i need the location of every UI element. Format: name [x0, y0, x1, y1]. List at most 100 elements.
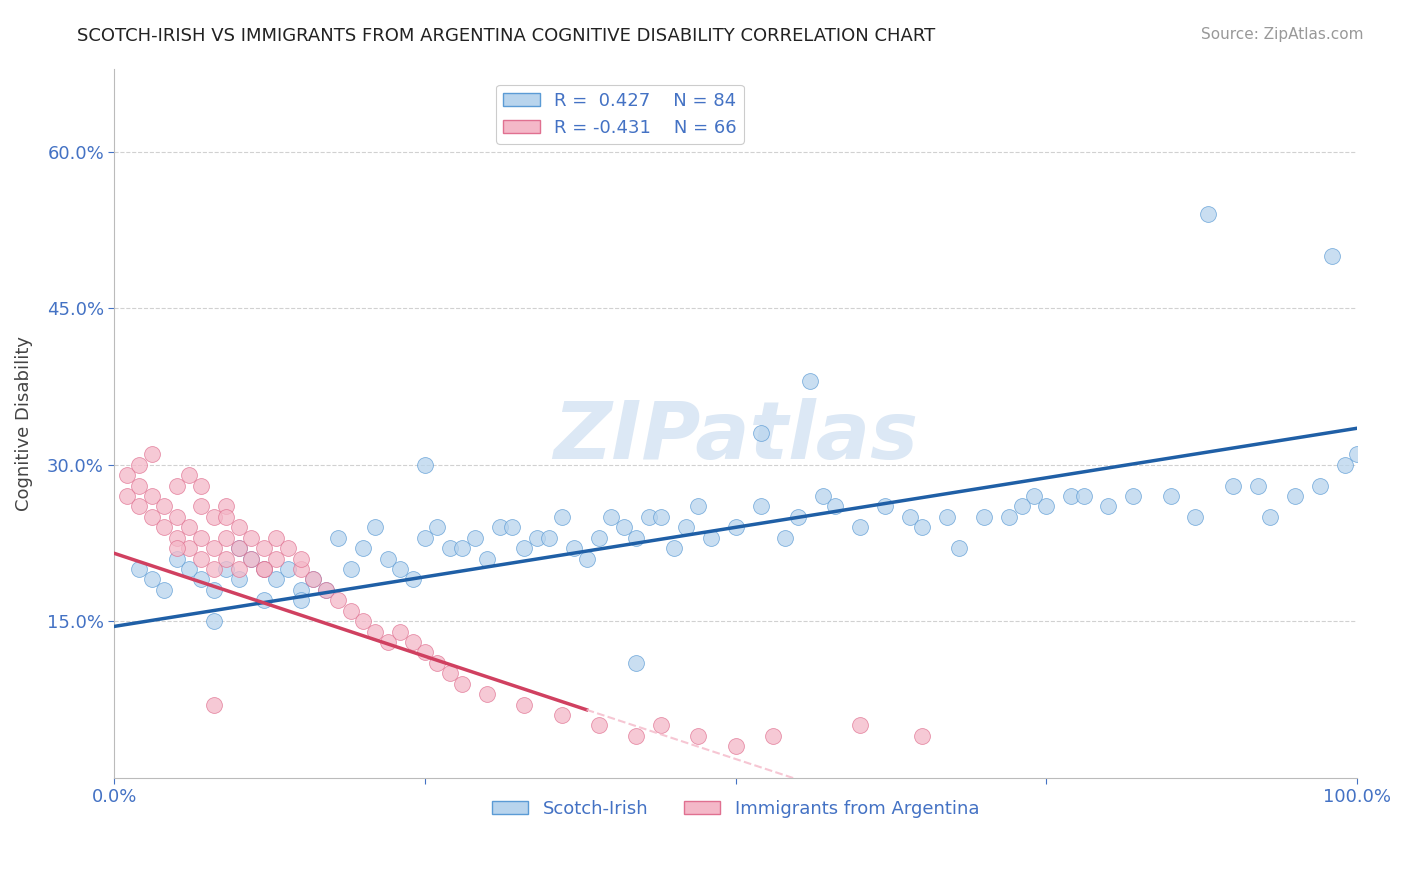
- Point: [190, 573, 212, 587]
- Point: [626, 531, 648, 545]
- Point: [401, 573, 423, 587]
- Point: [413, 531, 436, 545]
- Point: [290, 593, 312, 607]
- Point: [128, 500, 150, 514]
- Point: [228, 562, 250, 576]
- Point: [413, 645, 436, 659]
- Y-axis label: Cognitive Disability: Cognitive Disability: [15, 335, 32, 510]
- Point: [252, 593, 274, 607]
- Point: [650, 509, 672, 524]
- Point: [675, 520, 697, 534]
- Point: [290, 582, 312, 597]
- Point: [264, 573, 287, 587]
- Point: [626, 729, 648, 743]
- Point: [662, 541, 685, 556]
- Point: [1284, 489, 1306, 503]
- Point: [488, 520, 510, 534]
- Point: [724, 520, 747, 534]
- Point: [1073, 489, 1095, 503]
- Point: [911, 520, 934, 534]
- Point: [252, 562, 274, 576]
- Point: [326, 593, 349, 607]
- Point: [277, 541, 299, 556]
- Point: [762, 729, 785, 743]
- Point: [339, 562, 361, 576]
- Point: [1333, 458, 1355, 472]
- Point: [688, 500, 710, 514]
- Point: [166, 531, 188, 545]
- Point: [290, 562, 312, 576]
- Point: [177, 541, 200, 556]
- Point: [600, 509, 623, 524]
- Point: [153, 500, 176, 514]
- Point: [588, 531, 610, 545]
- Point: [1160, 489, 1182, 503]
- Point: [1011, 500, 1033, 514]
- Point: [190, 500, 212, 514]
- Point: [128, 478, 150, 492]
- Point: [948, 541, 970, 556]
- Point: [775, 531, 797, 545]
- Point: [1122, 489, 1144, 503]
- Point: [315, 582, 337, 597]
- Point: [202, 562, 225, 576]
- Point: [637, 509, 659, 524]
- Point: [228, 541, 250, 556]
- Point: [115, 489, 138, 503]
- Point: [898, 509, 921, 524]
- Point: [202, 614, 225, 628]
- Point: [115, 468, 138, 483]
- Point: [215, 500, 238, 514]
- Point: [352, 541, 374, 556]
- Point: [439, 541, 461, 556]
- Point: [688, 729, 710, 743]
- Point: [202, 509, 225, 524]
- Point: [153, 520, 176, 534]
- Point: [389, 562, 412, 576]
- Point: [264, 551, 287, 566]
- Point: [1097, 500, 1119, 514]
- Point: [240, 551, 263, 566]
- Point: [501, 520, 523, 534]
- Text: Source: ZipAtlas.com: Source: ZipAtlas.com: [1201, 27, 1364, 42]
- Point: [240, 531, 263, 545]
- Point: [389, 624, 412, 639]
- Point: [141, 489, 163, 503]
- Point: [166, 509, 188, 524]
- Point: [998, 509, 1021, 524]
- Point: [252, 562, 274, 576]
- Point: [128, 562, 150, 576]
- Point: [513, 698, 536, 712]
- Point: [477, 551, 499, 566]
- Point: [1246, 478, 1268, 492]
- Point: [364, 624, 387, 639]
- Point: [177, 468, 200, 483]
- Point: [364, 520, 387, 534]
- Point: [799, 375, 821, 389]
- Point: [190, 551, 212, 566]
- Point: [1309, 478, 1331, 492]
- Point: [562, 541, 585, 556]
- Point: [141, 573, 163, 587]
- Point: [202, 541, 225, 556]
- Point: [177, 520, 200, 534]
- Point: [190, 531, 212, 545]
- Point: [526, 531, 548, 545]
- Point: [215, 509, 238, 524]
- Point: [551, 509, 574, 524]
- Point: [252, 541, 274, 556]
- Point: [377, 635, 399, 649]
- Point: [811, 489, 834, 503]
- Point: [1060, 489, 1083, 503]
- Point: [264, 531, 287, 545]
- Point: [401, 635, 423, 649]
- Point: [141, 509, 163, 524]
- Point: [849, 718, 872, 732]
- Point: [252, 562, 274, 576]
- Point: [749, 426, 772, 441]
- Point: [326, 531, 349, 545]
- Point: [153, 582, 176, 597]
- Point: [724, 739, 747, 754]
- Point: [228, 520, 250, 534]
- Point: [377, 551, 399, 566]
